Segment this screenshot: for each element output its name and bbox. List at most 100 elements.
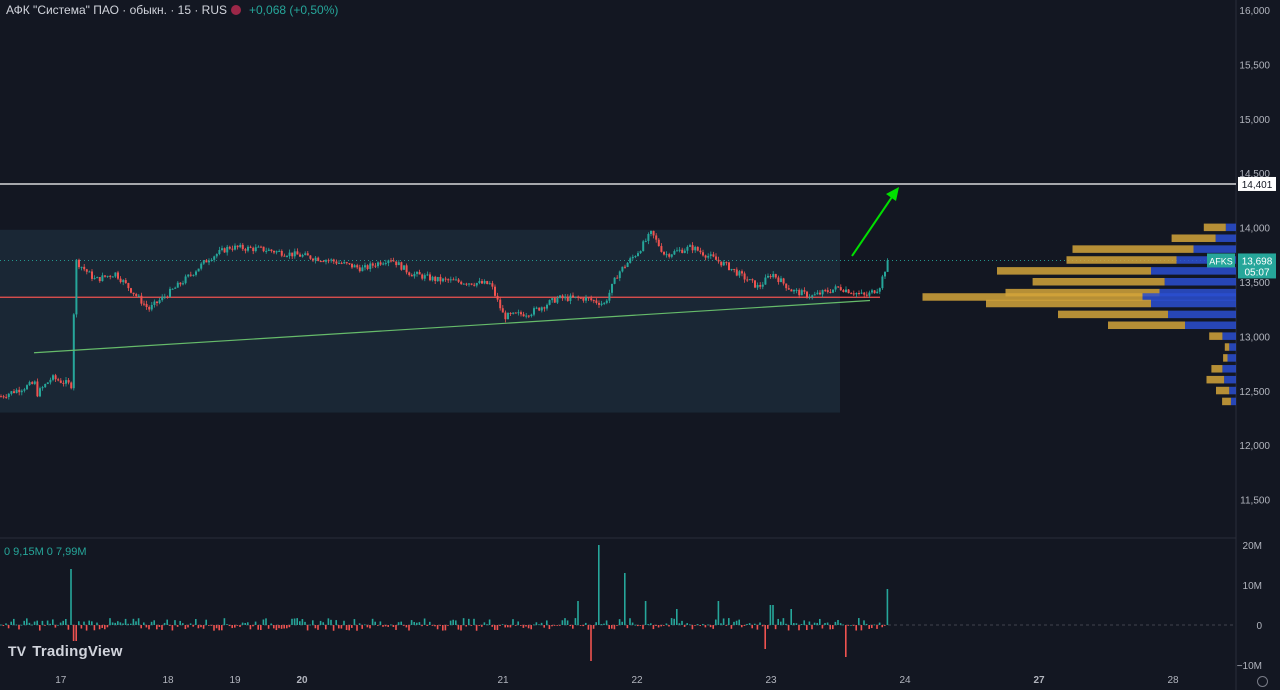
volume-bar [397, 622, 400, 625]
candle-body [192, 274, 195, 276]
candle-body [403, 265, 405, 270]
volume-bar [785, 623, 787, 625]
price-axis-tick: 16,000 [1239, 6, 1270, 17]
volume-bar [660, 625, 662, 627]
volume-bar [75, 625, 77, 641]
candle-body [33, 381, 36, 384]
volume-bar [431, 625, 434, 626]
candle-body [75, 259, 78, 315]
volume-bar [572, 625, 574, 629]
volume-bar [218, 625, 220, 631]
candle-body [839, 287, 842, 291]
time-axis-tick: 28 [1167, 675, 1179, 686]
volume-bar [101, 625, 103, 628]
volume-bar [462, 618, 465, 625]
chart-header: АФК "Система" ПАО · обыкн. · 15 · RUS +0,… [6, 3, 338, 17]
volume-bar [348, 625, 350, 631]
candle-body [733, 268, 736, 270]
volume-bar [416, 622, 418, 625]
candle-body [865, 294, 868, 296]
candle-body [400, 262, 403, 270]
candle-body [10, 391, 13, 394]
candle-body [800, 290, 803, 296]
candle-body [821, 290, 824, 295]
volume-bar [842, 624, 844, 626]
candle-body [457, 279, 460, 282]
candle-body [712, 254, 715, 257]
volume-bar [754, 623, 756, 625]
candle-body [384, 263, 387, 265]
volume-bar [816, 622, 818, 625]
candle-body [707, 255, 710, 258]
volume-bar [36, 620, 38, 625]
volume-bar [756, 625, 759, 630]
volume-bar [850, 624, 852, 626]
settings-icon[interactable] [1257, 676, 1268, 687]
volume-bar [54, 625, 57, 628]
volume-bar [59, 622, 62, 625]
candle-body [613, 277, 616, 284]
candle-body [605, 300, 608, 303]
volume-legend: 0 9,15M 0 7,99M [4, 546, 87, 558]
candle-body [431, 276, 434, 281]
volume-bar [280, 625, 283, 629]
volume-bar [832, 625, 834, 630]
volume-bar [839, 623, 842, 625]
candle-body [59, 380, 62, 383]
candle-body [746, 279, 749, 281]
time-axis-tick: 24 [899, 675, 911, 686]
volume-bar [109, 618, 111, 625]
volume-bar [470, 625, 473, 626]
candle-body [299, 254, 301, 257]
candle-body [122, 280, 125, 283]
volume-bar [551, 625, 553, 627]
volume-bar [460, 625, 462, 631]
time-axis-tick: 17 [55, 675, 67, 686]
volume-bar [790, 609, 792, 625]
candle-body [215, 254, 218, 257]
volume-bar [725, 625, 727, 626]
volume-bar [278, 625, 280, 629]
candle-body [852, 293, 855, 295]
candle-body [488, 283, 491, 285]
volume-bar [741, 625, 743, 628]
candle-body [410, 275, 413, 277]
volume-bar [530, 625, 532, 630]
volume-bar [83, 621, 85, 625]
candle-body [260, 246, 262, 248]
volume-bar [652, 625, 655, 630]
candle-body [52, 375, 54, 380]
volume-bar [670, 618, 673, 625]
volume-bar [834, 621, 837, 625]
candle-body [491, 283, 494, 287]
candle-body [790, 289, 793, 292]
volume-bar [390, 624, 392, 626]
volume-bar [132, 618, 135, 625]
candle-body [286, 255, 288, 257]
candle-body [592, 300, 595, 302]
volume-bar [759, 622, 761, 625]
candle-body [322, 261, 325, 263]
volume-bar [273, 625, 275, 629]
profile-bar-down [1229, 386, 1236, 395]
volume-bar [179, 620, 181, 625]
volume-bar [543, 625, 545, 628]
candle-body [405, 265, 408, 273]
candle-body [504, 312, 507, 320]
candle-body [608, 292, 611, 301]
candle-body [241, 244, 244, 250]
volume-bar [535, 622, 538, 625]
candle-body [598, 302, 600, 305]
volume-bar [569, 625, 571, 627]
profile-bar-down [1185, 321, 1236, 330]
volume-bar [236, 625, 239, 626]
candle-body [13, 391, 15, 393]
volume-bar [88, 620, 90, 625]
candle-body [374, 265, 377, 267]
candle-body [418, 272, 421, 275]
candle-body [631, 256, 634, 259]
volume-axis-tick: 20M [1243, 541, 1262, 552]
profile-bar-down [1151, 299, 1236, 308]
symbol-title[interactable]: АФК "Система" ПАО · обыкн. · 15 · RUS [6, 3, 227, 17]
